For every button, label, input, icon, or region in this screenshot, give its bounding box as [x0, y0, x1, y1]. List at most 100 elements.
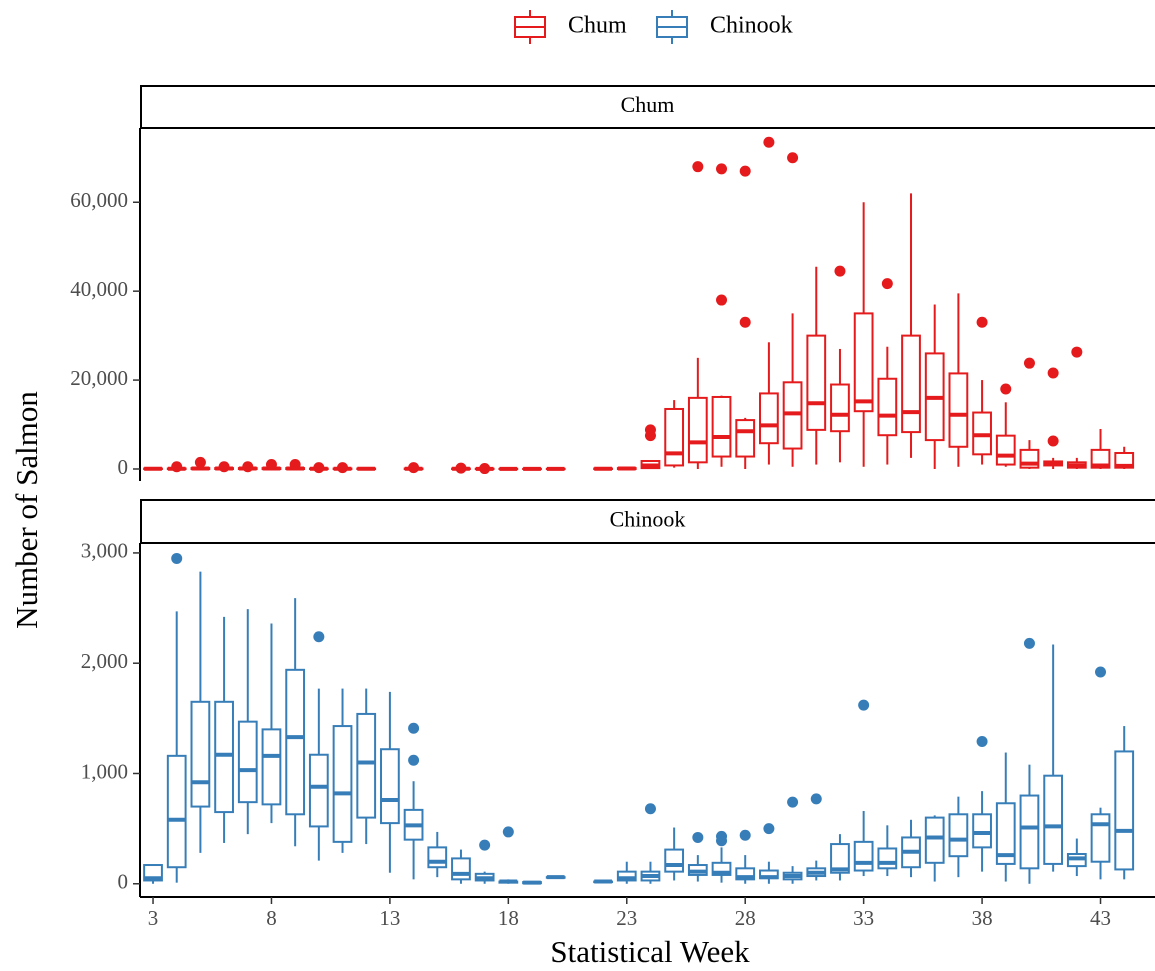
box [687, 831, 708, 882]
outlier [881, 278, 893, 290]
box-body [1019, 794, 1040, 870]
box-body [901, 334, 921, 434]
outlier [313, 631, 325, 643]
box [995, 752, 1016, 882]
box-body [735, 867, 756, 881]
box [711, 830, 732, 883]
box-body [853, 840, 874, 872]
box [356, 466, 377, 471]
box [616, 466, 637, 471]
y-tick-label: 60,000 [70, 188, 128, 212]
box-body [1090, 813, 1111, 863]
y-tick-label: 3,000 [81, 539, 128, 563]
outlier [313, 462, 325, 474]
box-body [759, 392, 779, 445]
box [143, 466, 163, 471]
box [332, 462, 353, 474]
box-body [877, 847, 898, 870]
box [640, 803, 661, 884]
outlier [810, 793, 822, 805]
box [995, 383, 1016, 467]
outlier [479, 839, 491, 851]
outlier [1047, 367, 1059, 379]
box-body [806, 334, 827, 431]
box [640, 424, 661, 470]
outlier [1095, 666, 1107, 678]
box [403, 722, 424, 880]
box-body [687, 396, 708, 464]
outlier [787, 796, 799, 808]
box [285, 598, 306, 847]
outlier [739, 316, 751, 328]
y-tick-label: 0 [118, 455, 129, 479]
box [237, 609, 258, 835]
box [616, 861, 637, 884]
box-body [616, 870, 637, 882]
box [593, 879, 613, 884]
box-body [332, 725, 353, 843]
x-tick-label: 18 [498, 906, 519, 930]
outlier [1023, 357, 1035, 369]
outlier [644, 803, 656, 815]
x-tick-label: 3 [148, 906, 159, 930]
facet-title: Chum [621, 92, 675, 117]
box [332, 688, 353, 853]
outlier [171, 552, 183, 564]
box [830, 265, 850, 463]
box [1066, 838, 1087, 877]
box-body [711, 395, 732, 458]
box-body [664, 848, 685, 873]
outlier [858, 699, 870, 711]
outlier [289, 459, 301, 471]
outlier [265, 459, 277, 471]
x-tick-label: 43 [1090, 906, 1111, 930]
outlier [171, 461, 183, 473]
box [261, 459, 282, 471]
legend-label: Chinook [710, 13, 793, 39]
box-body [261, 728, 282, 806]
outlier [716, 830, 728, 842]
box [166, 552, 187, 883]
box-body [782, 381, 803, 450]
box [1090, 428, 1111, 469]
x-axis-title: Statistical Week [550, 934, 750, 969]
box-body [995, 802, 1016, 865]
box-body [1114, 750, 1135, 871]
outlier [763, 823, 775, 835]
box [972, 736, 992, 872]
box [403, 462, 424, 474]
outlier [242, 461, 254, 473]
box [901, 193, 921, 458]
outlier [976, 736, 988, 748]
box [664, 827, 685, 881]
box [190, 456, 211, 471]
x-tick-label: 38 [972, 906, 993, 930]
outlier [1047, 435, 1059, 447]
box-body [853, 312, 874, 413]
box [427, 831, 448, 878]
box-body [948, 813, 969, 858]
outlier [763, 136, 775, 148]
box [759, 823, 779, 884]
box [901, 819, 921, 878]
box [214, 616, 234, 843]
box-body [214, 700, 234, 814]
box-body [948, 372, 969, 448]
box [711, 163, 732, 467]
x-tick-label: 23 [616, 906, 637, 930]
box [853, 699, 874, 877]
box [1019, 357, 1040, 469]
outlier [834, 265, 846, 277]
box-body [1043, 774, 1064, 865]
outlier [337, 462, 349, 474]
box [1066, 346, 1087, 469]
box-body [308, 753, 329, 828]
box [451, 462, 471, 474]
outlier [787, 152, 799, 164]
x-tick-label: 8 [266, 906, 277, 930]
outlier [408, 722, 420, 734]
box [261, 623, 282, 824]
box-body [1090, 448, 1111, 469]
y-axis-title: Number of Salmon [9, 391, 44, 629]
